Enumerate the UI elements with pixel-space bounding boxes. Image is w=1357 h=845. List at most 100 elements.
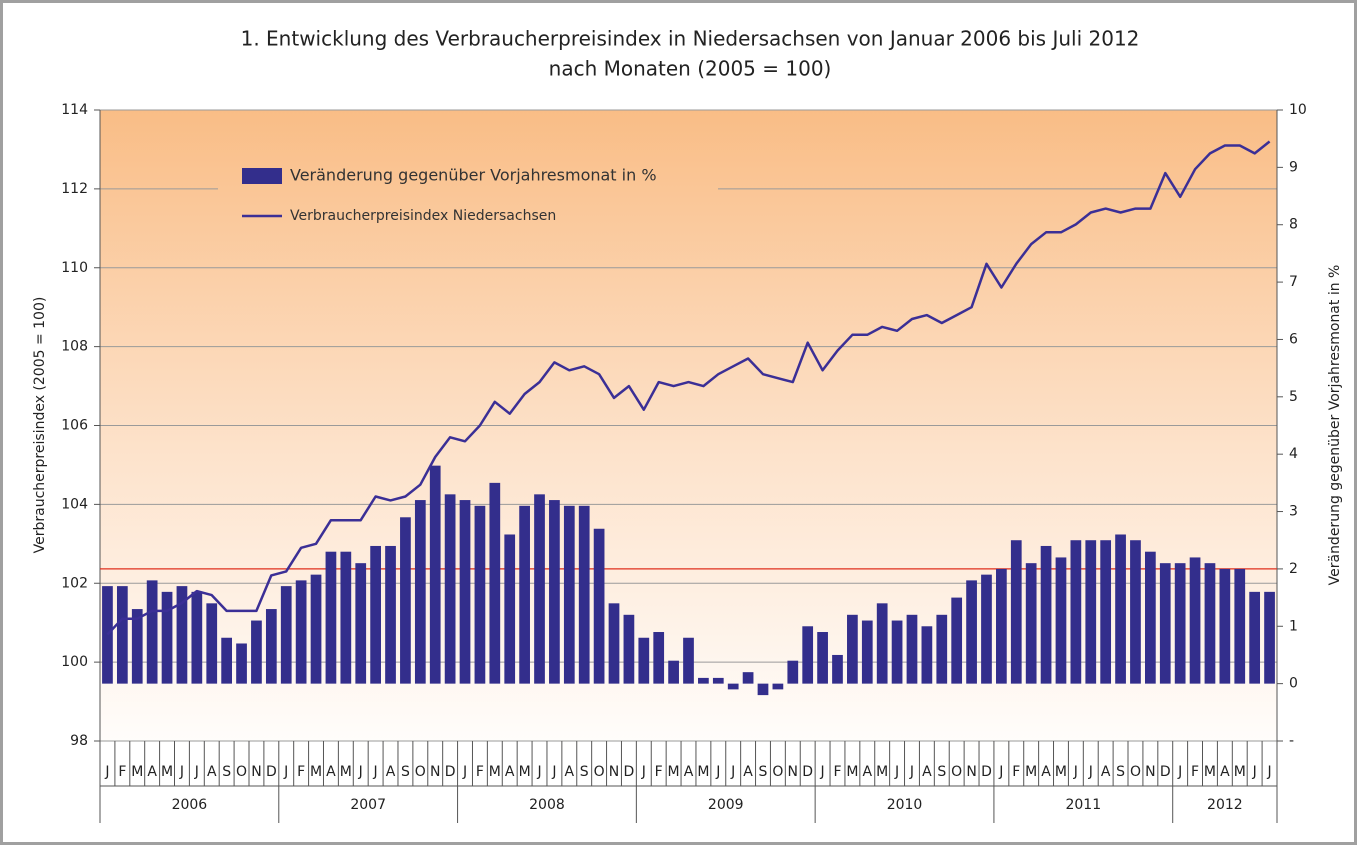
bar — [176, 586, 188, 684]
bar — [459, 500, 471, 684]
x-tick-label: M — [876, 764, 888, 780]
y2-tick-label: 7 — [1289, 274, 1298, 290]
y2-tick-label: - — [1289, 733, 1294, 749]
bar — [519, 505, 530, 684]
x-tick-label: M — [489, 764, 501, 780]
bar — [206, 603, 218, 684]
x-tick-label: J — [909, 764, 914, 780]
y2-tick-label: 3 — [1289, 504, 1298, 520]
bar — [549, 500, 560, 684]
bar — [742, 672, 754, 684]
bar — [1100, 540, 1112, 684]
y-tick-label: 110 — [61, 260, 88, 276]
bar — [698, 677, 709, 684]
legend-swatch — [242, 168, 282, 184]
bar — [593, 528, 605, 684]
y-tick-label: 108 — [61, 339, 88, 355]
y2-tick-label: 2 — [1289, 561, 1298, 577]
y-tick-label: 100 — [61, 654, 88, 670]
x-tick-label: A — [1220, 764, 1230, 780]
x-tick-label: N — [430, 764, 440, 780]
bar — [504, 534, 516, 684]
x-tick-label: F — [476, 764, 484, 780]
x-tick-label: S — [759, 764, 768, 780]
bar — [578, 505, 590, 684]
x-tick-label: A — [1041, 764, 1051, 780]
bar — [638, 637, 650, 684]
x-tick-label: A — [862, 764, 872, 780]
y-tick-label: 102 — [61, 575, 88, 591]
x-tick-label: O — [951, 764, 962, 780]
x-tick-label: J — [104, 764, 109, 780]
x-tick-label: O — [594, 764, 605, 780]
x-tick-label: F — [833, 764, 841, 780]
x-tick-label: A — [565, 764, 575, 780]
bar — [1174, 563, 1186, 684]
y2-tick-label: 6 — [1289, 331, 1298, 347]
x-tick-label: J — [998, 764, 1003, 780]
x-tick-label: D — [981, 764, 992, 780]
x-tick-label: D — [1160, 764, 1171, 780]
bar — [1234, 568, 1246, 684]
bar — [683, 637, 694, 684]
y-tick-label: 104 — [61, 496, 88, 512]
bar — [131, 609, 143, 684]
bar — [161, 591, 173, 684]
x-tick-label: J — [1088, 764, 1093, 780]
x-tick-label: F — [118, 764, 126, 780]
x-tick-label: M — [1055, 764, 1067, 780]
bar — [251, 620, 262, 684]
bar — [534, 494, 545, 684]
x-tick-label: M — [1204, 764, 1216, 780]
bar — [891, 620, 903, 684]
year-label: 2012 — [1207, 797, 1243, 813]
bar — [1085, 540, 1097, 684]
x-tick-label: M — [1025, 764, 1037, 780]
legend-background — [218, 158, 718, 230]
x-tick-label: N — [251, 764, 261, 780]
bar — [474, 505, 486, 684]
y-tick-label: 114 — [61, 102, 88, 118]
x-tick-label: J — [194, 764, 199, 780]
chart-title: 1. Entwicklung des Verbraucherpreisindex… — [241, 27, 1140, 51]
x-tick-label: A — [922, 764, 932, 780]
bar — [727, 683, 739, 690]
bar — [489, 482, 501, 684]
x-tick-label: J — [358, 764, 363, 780]
x-tick-label: A — [386, 764, 396, 780]
year-label: 2006 — [172, 797, 208, 813]
x-tick-label: D — [266, 764, 277, 780]
legend-label: Veränderung gegenüber Vorjahresmonat in … — [290, 166, 657, 185]
bar — [1189, 557, 1201, 684]
bar — [966, 580, 977, 684]
x-tick-label: A — [505, 764, 515, 780]
legend-label: Verbraucherpreisindex Niedersachsen — [290, 208, 556, 224]
bar — [906, 614, 918, 684]
bar — [712, 677, 724, 684]
x-tick-label: M — [1234, 764, 1246, 780]
bar — [355, 563, 367, 684]
y2-tick-label: 1 — [1289, 618, 1298, 634]
bar — [310, 574, 322, 684]
bar — [951, 597, 963, 684]
bar — [102, 586, 113, 684]
x-tick-label: S — [401, 764, 410, 780]
bar — [295, 580, 307, 684]
bar — [1159, 563, 1171, 684]
x-tick-label: M — [668, 764, 680, 780]
bar — [1115, 534, 1126, 684]
y-tick-label: 112 — [61, 181, 88, 197]
x-tick-label: M — [697, 764, 709, 780]
x-tick-label: O — [415, 764, 426, 780]
x-tick-label: J — [462, 764, 467, 780]
y2-tick-label: 10 — [1289, 102, 1307, 118]
bar — [1040, 545, 1052, 684]
x-tick-label: J — [283, 764, 288, 780]
bar — [772, 683, 784, 690]
bar — [787, 660, 799, 684]
bar — [1010, 540, 1022, 684]
year-label: 2010 — [887, 797, 923, 813]
bar — [981, 574, 992, 684]
bar — [265, 609, 277, 684]
bar — [847, 614, 858, 684]
